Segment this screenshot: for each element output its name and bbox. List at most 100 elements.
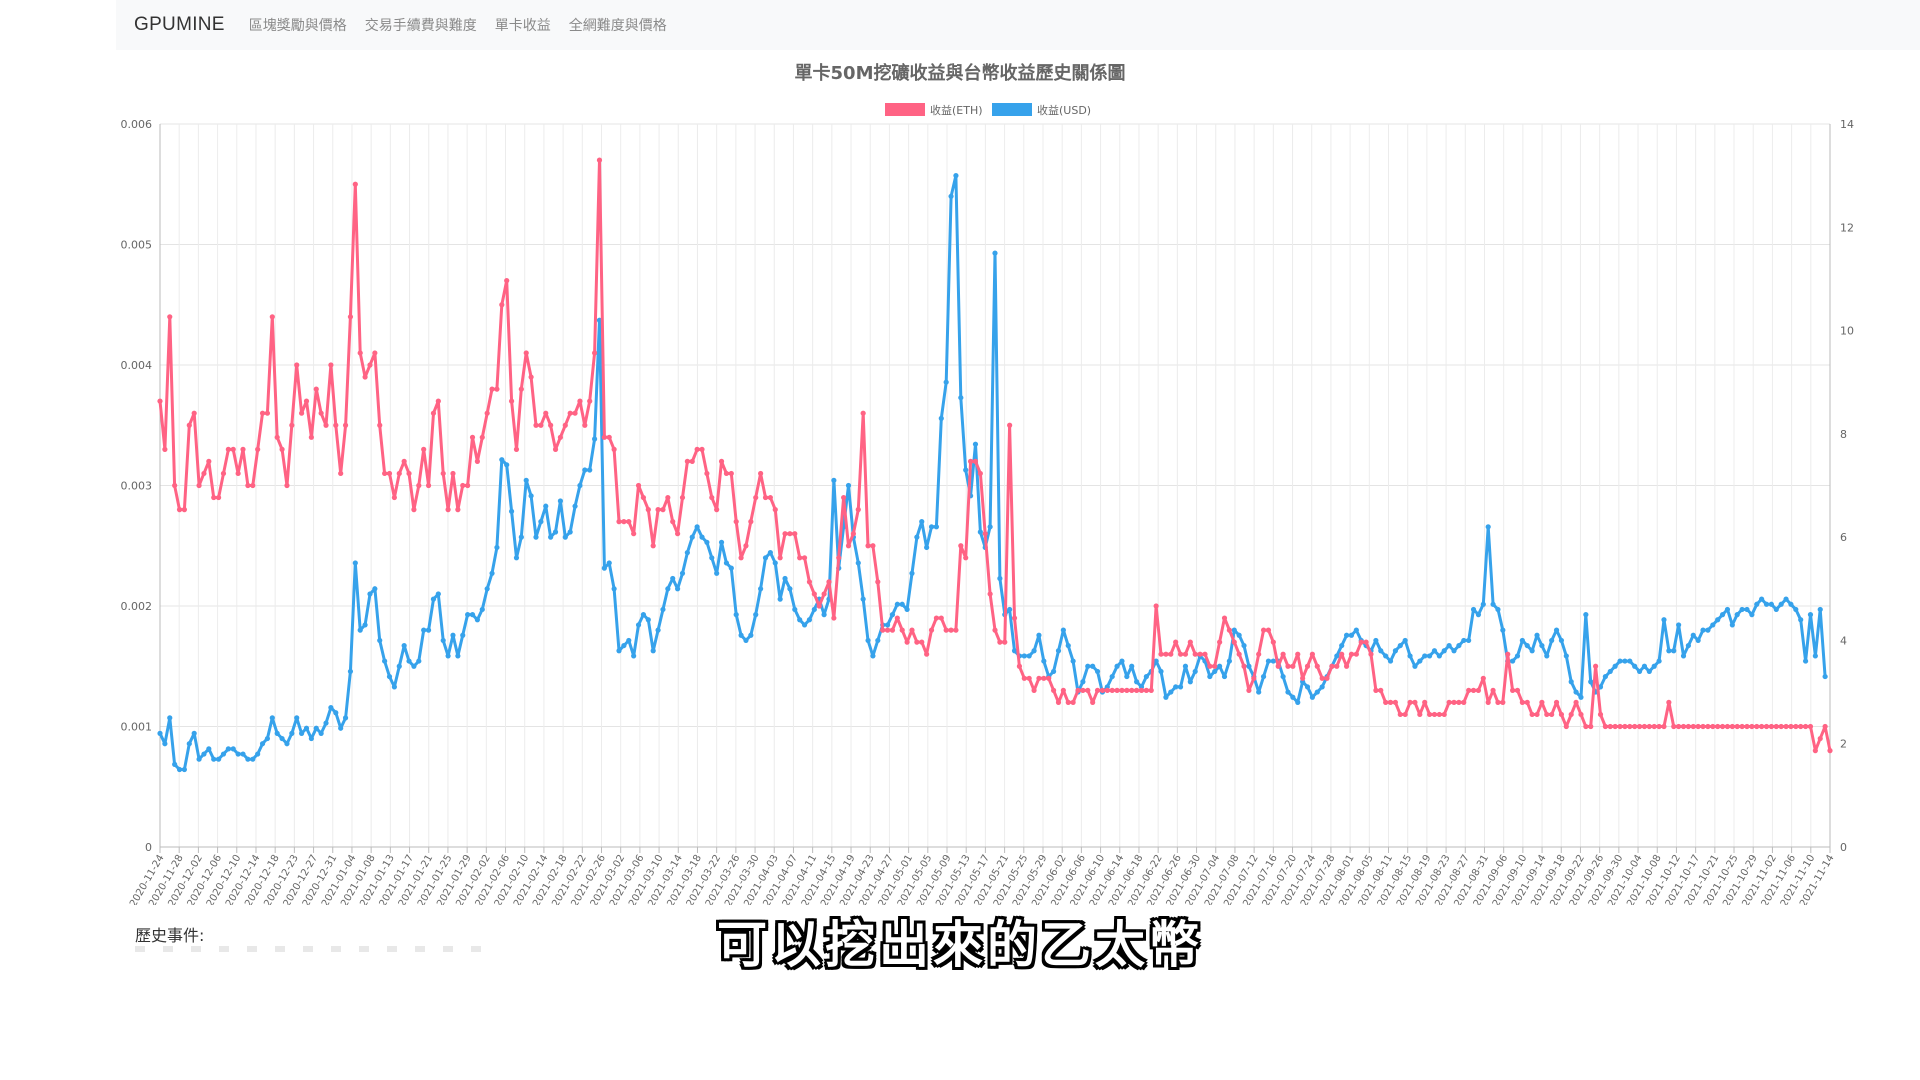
point-usd [753,612,759,618]
point-usd [386,673,393,680]
point-eth [1226,627,1232,633]
point-usd [1612,663,1618,669]
point-eth [1436,711,1442,718]
point-usd [562,534,568,540]
point-usd [1749,612,1755,618]
point-eth [938,615,944,621]
point-usd [1065,642,1071,649]
point-usd [1666,648,1672,654]
point-usd [772,560,778,566]
point-eth [474,458,480,464]
point-usd [899,601,905,607]
point-usd [635,622,642,628]
point-usd [523,477,529,483]
point-eth [821,591,827,597]
point-eth [215,494,222,501]
point-usd [1182,663,1189,669]
point-usd [909,570,915,576]
point-eth [1099,687,1106,693]
point-eth [704,470,710,477]
point-eth [1475,687,1482,693]
point-eth [1285,663,1291,669]
point-usd [1187,679,1193,685]
point-usd [1295,699,1301,706]
point-usd [1553,627,1560,633]
point-usd [1627,658,1633,664]
point-eth [318,410,324,416]
point-usd [1641,663,1648,669]
point-usd [596,317,603,323]
point-eth [245,482,251,489]
point-eth [1129,687,1135,693]
point-usd [821,612,827,618]
point-usd [1378,648,1384,654]
point-eth [479,434,485,440]
point-usd [1715,617,1721,623]
point-eth [406,470,412,477]
point-eth [1685,723,1691,730]
point-eth [660,507,666,513]
point-usd [1729,622,1735,628]
point-eth [401,458,407,464]
point-eth [1241,663,1247,669]
point-eth [1490,687,1496,693]
point-usd [1754,601,1760,607]
point-usd [1402,637,1408,644]
brand-logo[interactable]: GPUMINE [134,14,225,35]
point-eth [626,519,632,525]
point-eth [953,627,959,633]
point-eth [699,446,705,452]
point-eth [1275,663,1281,669]
nav-item-network-difficulty[interactable]: 全網難度與價格 [568,18,667,34]
point-eth [1036,675,1042,681]
point-eth [1182,651,1189,657]
point-usd [714,570,720,576]
point-usd [220,751,227,757]
point-usd [948,193,954,199]
point-eth [333,422,339,428]
point-usd [1793,606,1799,613]
point-usd [479,606,485,613]
point-eth [347,314,354,320]
point-eth [1412,699,1418,706]
nav-item-card-revenue[interactable]: 單卡收益 [494,18,551,34]
point-usd [1646,668,1652,675]
point-eth [396,470,402,477]
point-eth [1817,735,1823,742]
point-usd [1529,648,1535,654]
point-usd [1549,637,1555,644]
point-eth [1514,687,1521,693]
point-usd [469,612,476,618]
point-eth [1622,723,1628,730]
point-usd [1671,648,1677,654]
nav-item-tx-fee[interactable]: 交易手續費與難度 [364,18,477,34]
point-eth [1256,651,1262,657]
point-usd [1412,663,1418,669]
point-usd [611,586,617,592]
point-usd [860,596,866,602]
point-usd [1124,673,1130,680]
point-eth [1080,687,1086,693]
point-usd [1510,658,1516,664]
point-usd [303,725,310,731]
point-eth [1676,723,1682,730]
legend-label-1: 收益(ETH) [930,103,983,117]
point-usd [1588,679,1594,685]
nav-item-block-reward[interactable]: 區塊獎勵與價格 [248,18,347,34]
point-usd [1466,637,1472,644]
point-eth [440,470,446,477]
point-usd [318,730,324,736]
point-usd [1680,653,1687,659]
point-usd [425,627,432,633]
point-eth [411,507,417,513]
point-usd [675,586,681,592]
point-usd [225,746,231,752]
point-eth [972,458,979,464]
point-eth [176,507,183,513]
point-eth [1656,723,1662,730]
point-usd [508,508,515,514]
point-eth [289,422,295,428]
point-eth [294,362,300,368]
point-usd [435,591,441,597]
